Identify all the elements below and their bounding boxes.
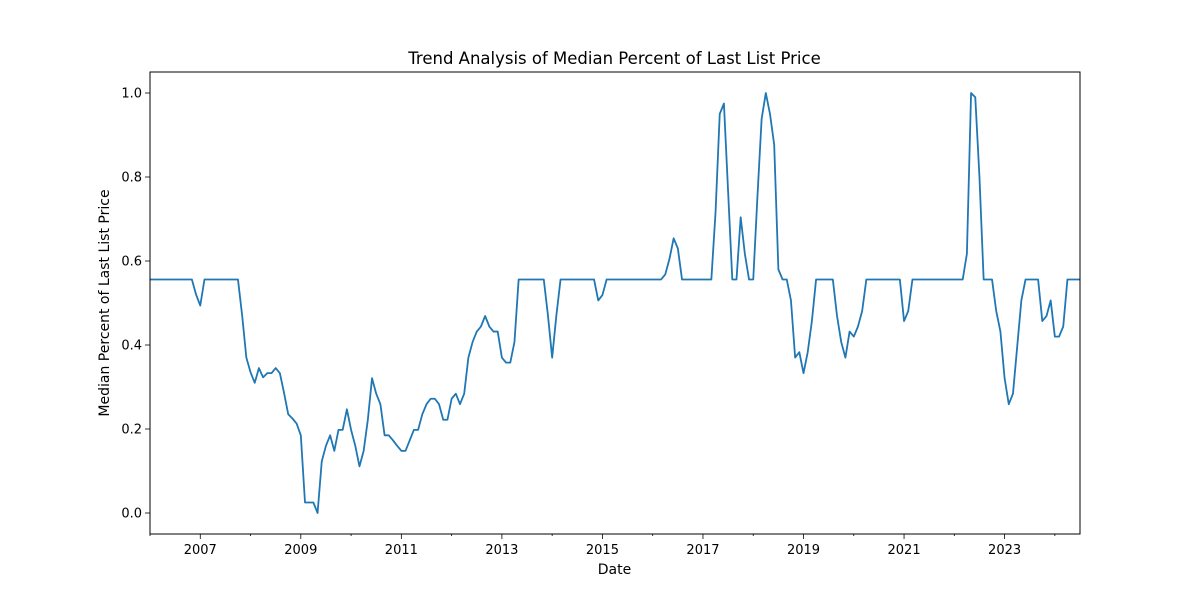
y-tick-label: 0.8: [121, 171, 142, 186]
x-tick-label: 2009: [284, 543, 317, 558]
x-tick-label: 2013: [485, 543, 518, 558]
y-tick-label: 0.0: [121, 507, 142, 522]
x-tick-label: 2023: [988, 543, 1021, 558]
chart-title: Trend Analysis of Median Percent of Last…: [407, 49, 820, 68]
y-tick-label: 1.0: [121, 87, 142, 102]
x-tick-label: 2011: [385, 543, 418, 558]
y-axis: 0.0 0.2 0.4 0.6 0.8 1.0: [121, 87, 150, 522]
y-axis-label: Median Percent of Last List Price: [97, 189, 113, 416]
series-line-0: [150, 92, 1080, 514]
x-tick-label: 2019: [787, 543, 820, 558]
y-tick-label: 0.4: [121, 339, 142, 354]
x-axis-label: Date: [598, 562, 631, 578]
x-tick-label: 2021: [888, 543, 921, 558]
y-tick-label: 0.2: [121, 423, 142, 438]
x-axis: 2007 2009 2011 2013 2015 2017 2019 2021 2023: [149, 534, 1056, 558]
x-tick-label: 2017: [686, 543, 719, 558]
plot-frame: [149, 71, 1081, 535]
y-tick-label: 0.6: [121, 255, 142, 270]
plot-area: [149, 71, 1081, 535]
x-tick-label: 2007: [184, 543, 217, 558]
x-tick-label: 2015: [586, 543, 619, 558]
